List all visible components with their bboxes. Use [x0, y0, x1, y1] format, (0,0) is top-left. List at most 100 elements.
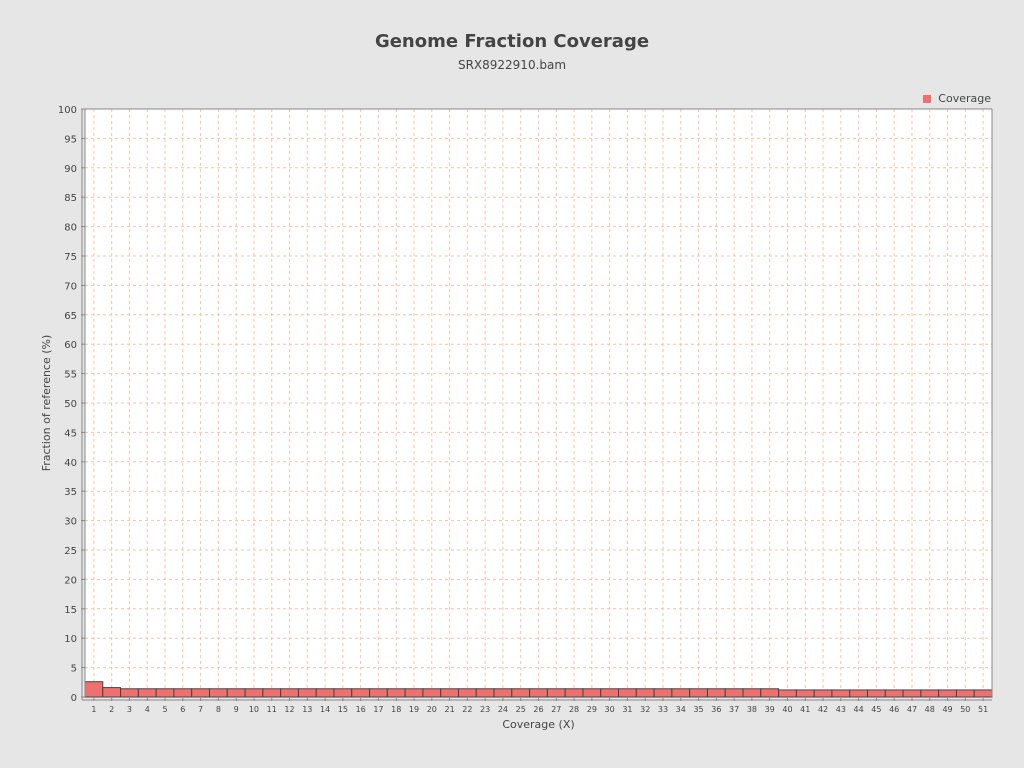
bar [653, 688, 673, 698]
bar [938, 689, 957, 698]
y-tick-label: 40 [64, 458, 77, 469]
bar [600, 688, 620, 698]
x-tick-label: 50 [960, 705, 970, 714]
bar [315, 688, 335, 698]
x-tick-label: 3 [127, 705, 132, 714]
bar [333, 688, 353, 698]
x-tick-label: 40 [782, 705, 792, 714]
x-tick-label: 42 [818, 705, 828, 714]
y-tick-label: 0 [71, 693, 77, 704]
bar [582, 688, 602, 698]
bar [208, 688, 228, 698]
x-tick-label: 8 [216, 705, 221, 714]
bar [724, 688, 744, 698]
x-tick-label: 11 [267, 705, 277, 714]
bar [867, 689, 886, 698]
x-tick-label: 25 [516, 705, 526, 714]
bar [778, 689, 797, 698]
bar [369, 688, 388, 698]
x-tick-label: 37 [729, 705, 739, 714]
x-tick-label: 9 [234, 705, 239, 714]
bar [618, 688, 637, 698]
y-axis-label: Fraction of reference (%) [40, 335, 53, 472]
x-tick-label: 51 [978, 705, 988, 714]
y-tick-label: 65 [64, 311, 77, 322]
x-tick-label: 46 [889, 705, 899, 714]
y-tick-label: 75 [64, 252, 77, 263]
x-tick-label: 13 [302, 705, 312, 714]
x-tick-label: 19 [409, 705, 419, 714]
bar [262, 688, 282, 698]
bar [475, 688, 495, 698]
y-tick-label: 5 [71, 664, 77, 675]
y-tick-label: 70 [64, 281, 77, 292]
x-tick-label: 5 [162, 705, 167, 714]
x-tick-label: 7 [198, 705, 203, 714]
y-tick-label: 55 [64, 370, 77, 381]
y-tick-label: 100 [58, 105, 77, 116]
bar [742, 688, 762, 698]
bar [120, 688, 139, 698]
x-tick-label: 4 [145, 705, 150, 714]
bar [155, 688, 175, 698]
y-tick-label: 85 [64, 193, 77, 204]
x-tick-label: 14 [320, 705, 330, 714]
bar [84, 681, 104, 698]
x-tick-label: 41 [800, 705, 810, 714]
bar [795, 689, 815, 698]
x-tick-label: 36 [711, 705, 721, 714]
bar [280, 688, 299, 698]
x-tick-label: 23 [480, 705, 490, 714]
bar [955, 689, 975, 698]
x-tick-label: 31 [622, 705, 632, 714]
bar [706, 688, 726, 698]
y-tick-label: 50 [64, 399, 77, 410]
bar [404, 688, 424, 698]
x-tick-label: 27 [551, 705, 561, 714]
x-tick-label: 33 [658, 705, 668, 714]
y-tick-label: 25 [64, 546, 77, 557]
x-tick-label: 48 [925, 705, 935, 714]
x-tick-label: 1 [91, 705, 96, 714]
x-tick-label: 32 [640, 705, 650, 714]
x-tick-label: 21 [444, 705, 454, 714]
chart-subtitle: SRX8922910.bam [457, 58, 567, 72]
x-tick-label: 49 [942, 705, 952, 714]
x-axis-label: Coverage (X) [502, 718, 574, 731]
bar [440, 688, 459, 698]
x-tick-label: 38 [747, 705, 757, 714]
bar [760, 688, 780, 698]
x-tick-label: 45 [871, 705, 881, 714]
x-tick-label: 43 [836, 705, 846, 714]
bar [102, 687, 122, 698]
bar [671, 688, 691, 698]
y-tick-label: 80 [64, 223, 77, 234]
y-tick-label: 30 [64, 517, 77, 528]
x-tick-label: 44 [854, 705, 864, 714]
y-tick-label: 90 [64, 164, 77, 175]
x-tick-label: 12 [284, 705, 294, 714]
bar [849, 689, 869, 698]
x-tick-label: 47 [907, 705, 917, 714]
bar [137, 688, 157, 698]
x-tick-label: 6 [180, 705, 185, 714]
bar [226, 688, 246, 698]
bar [529, 688, 548, 698]
bar [493, 688, 513, 698]
y-tick-label: 20 [64, 575, 77, 586]
y-tick-label: 35 [64, 487, 77, 498]
x-tick-label: 18 [391, 705, 401, 714]
legend-swatch [923, 94, 932, 103]
x-tick-label: 35 [693, 705, 703, 714]
bar [351, 688, 371, 698]
x-tick-label: 24 [498, 705, 508, 714]
bar [173, 688, 193, 698]
chart-title: Genome Fraction Coverage [374, 31, 650, 52]
x-tick-label: 2 [109, 705, 114, 714]
x-tick-label: 10 [249, 705, 259, 714]
x-tick-label: 34 [676, 705, 686, 714]
y-tick-label: 45 [64, 428, 77, 439]
bar [244, 688, 264, 698]
bar [564, 688, 584, 698]
